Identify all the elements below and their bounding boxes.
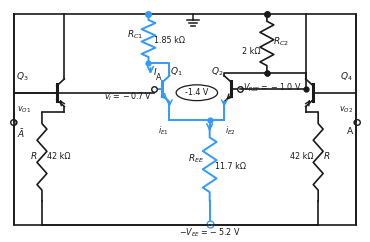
Text: 42 kΩ: 42 kΩ (47, 152, 70, 161)
Text: $R_{C1}$: $R_{C1}$ (127, 28, 144, 41)
Text: -1.4 V: -1.4 V (185, 88, 209, 97)
Text: $R_{C2}$: $R_{C2}$ (273, 35, 289, 48)
Text: $v_I = -0.7\ \mathrm{V}$: $v_I = -0.7\ \mathrm{V}$ (104, 91, 152, 103)
Text: 2 kΩ: 2 kΩ (242, 47, 261, 56)
Text: $Q_3$: $Q_3$ (16, 70, 29, 83)
Text: 1.85 kΩ: 1.85 kΩ (154, 36, 185, 45)
Text: R: R (324, 152, 330, 161)
Text: R: R (31, 152, 37, 161)
Text: A: A (156, 73, 161, 82)
Text: $i_{E2}$: $i_{E2}$ (225, 124, 236, 137)
Text: $V_{\mathrm{REF}} = -1.0\ \mathrm{V}$: $V_{\mathrm{REF}} = -1.0\ \mathrm{V}$ (243, 82, 301, 94)
Text: $v_{O2}$: $v_{O2}$ (339, 105, 353, 115)
Text: $v_{O1}$: $v_{O1}$ (17, 105, 31, 115)
Text: $Q_2$: $Q_2$ (211, 66, 223, 78)
Text: $-V_{EE} = -5.2\ \mathrm{V}$: $-V_{EE} = -5.2\ \mathrm{V}$ (179, 227, 240, 239)
Text: A: A (347, 127, 353, 136)
Text: $\bar{A}$: $\bar{A}$ (17, 127, 25, 140)
Text: 11.7 kΩ: 11.7 kΩ (215, 162, 246, 171)
Text: $i_{E1}$: $i_{E1}$ (158, 124, 168, 137)
Text: $Q_1$: $Q_1$ (170, 66, 183, 78)
Text: $I$: $I$ (154, 66, 158, 76)
Text: $R_{EE}$: $R_{EE}$ (188, 153, 205, 165)
Text: $Q_4$: $Q_4$ (340, 70, 353, 83)
Ellipse shape (176, 85, 218, 101)
Text: 42 kΩ: 42 kΩ (290, 152, 313, 161)
